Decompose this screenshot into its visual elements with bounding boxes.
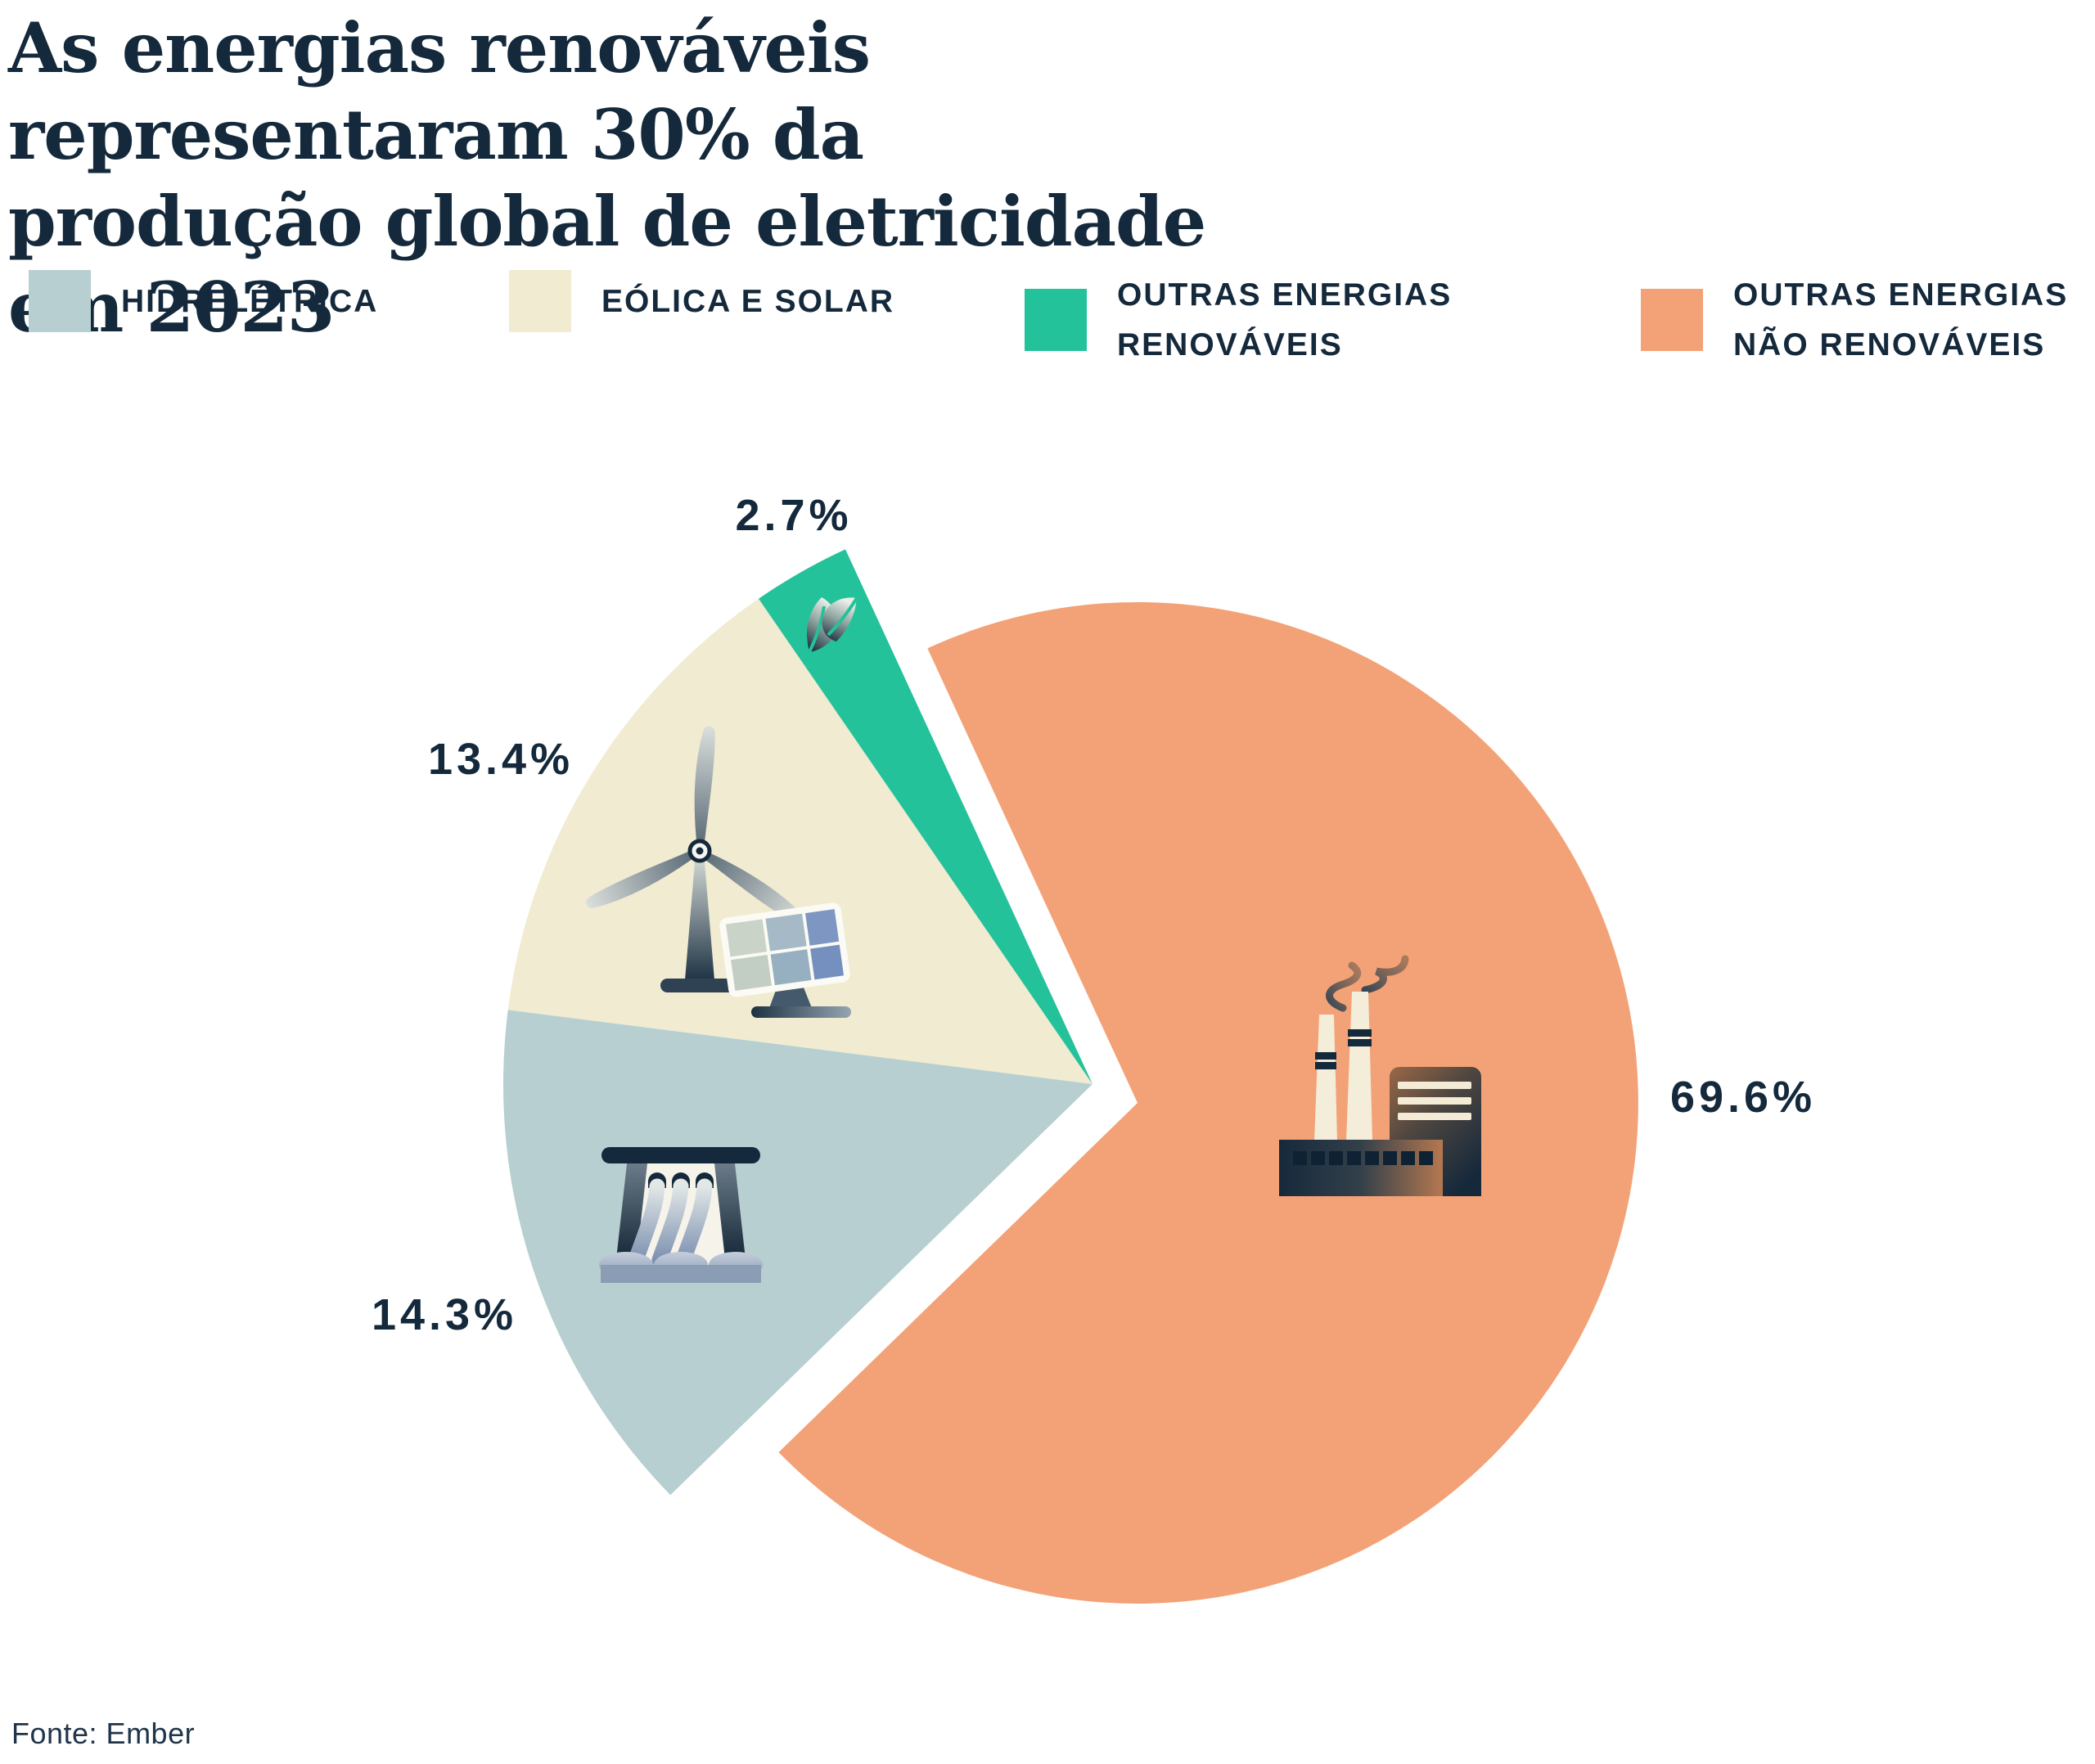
legend-item-eolica-e-solar: EÓLICA E SOLAR	[509, 270, 894, 332]
pct-label-eolica-e-solar: 13.4%	[428, 735, 574, 784]
factory-icon	[1279, 955, 1481, 1196]
legend-label-eolica-e-solar: EÓLICA E SOLAR	[601, 283, 895, 319]
legend-swatch-outras-renovaveis	[1025, 289, 1087, 351]
dam-icon	[599, 1147, 763, 1283]
pct-label-outras-nao-renovaveis: 69.6%	[1670, 1073, 1816, 1122]
legend-item-hidreletrica: HIDRELÉTRICA	[29, 270, 378, 332]
legend-swatch-eolica-e-solar	[509, 270, 571, 332]
legend-item-outras-nao-renovaveis: OUTRAS ENERGIAS NÃO RENOVÁVEIS	[1641, 270, 2068, 370]
legend-label-outras-renovaveis: OUTRAS ENERGIAS RENOVÁVEIS	[1117, 277, 1453, 362]
legend-item-outras-renovaveis: OUTRAS ENERGIAS RENOVÁVEIS	[1025, 270, 1452, 370]
legend-swatch-outras-nao-renovaveis	[1641, 289, 1703, 351]
page-title: As energias renováveis representaram 30%…	[8, 5, 1236, 351]
legend-label-outras-nao-renovaveis: OUTRAS ENERGIAS NÃO RENOVÁVEIS	[1733, 277, 2069, 362]
title-line-2: produção global de eletricidade em 2023	[8, 180, 1206, 349]
legend-label-hidreletrica: HIDRELÉTRICA	[121, 283, 379, 319]
source-note: Fonte: Ember	[11, 1717, 196, 1750]
solar-panel-icon	[719, 902, 851, 1018]
pie-slice-outras-renovaveis	[759, 549, 1093, 1084]
wind-turbine-icon	[586, 726, 804, 992]
title-line-1: As energias renováveis representaram 30%…	[8, 7, 871, 175]
pie-slice-eolica-e-solar	[507, 598, 1093, 1084]
pie-slice-outras-nao-renovaveis	[778, 601, 1638, 1604]
pct-label-hidreletrica: 14.3%	[372, 1290, 517, 1339]
leaf-icon	[806, 596, 858, 653]
legend-swatch-hidreletrica	[29, 270, 91, 332]
pct-label-outras-renovaveis: 2.7%	[735, 491, 852, 540]
pie-slice-hidreletrica	[502, 1010, 1093, 1496]
